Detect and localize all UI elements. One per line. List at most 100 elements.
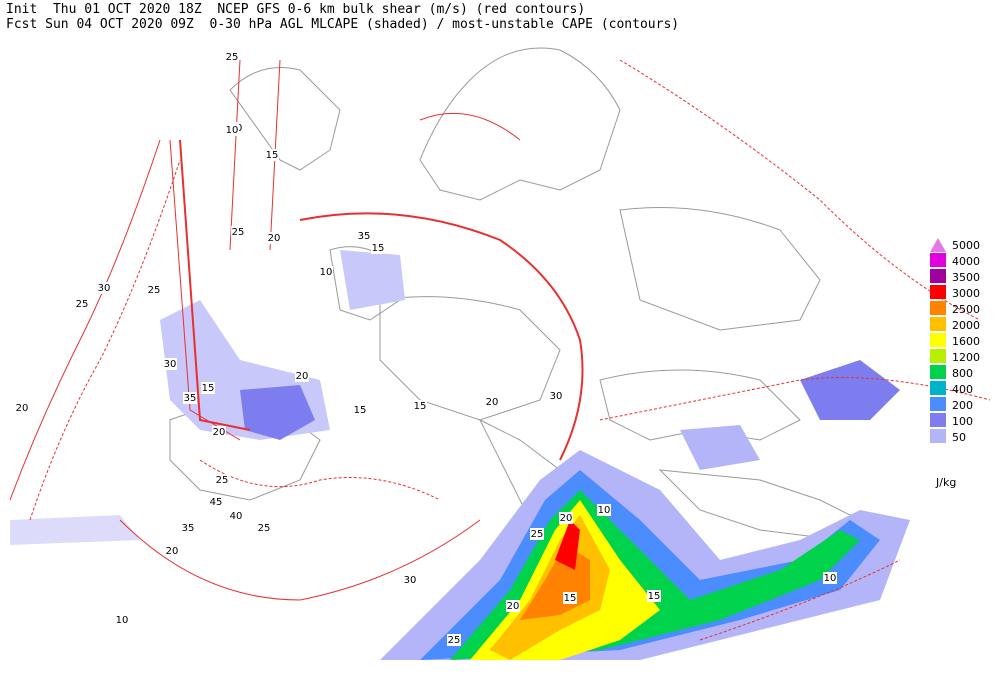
contour-label: 25 xyxy=(148,285,161,296)
contour-label-bg xyxy=(295,370,309,382)
contour-label-bg xyxy=(231,226,245,238)
contour-label-bg xyxy=(549,390,563,402)
contour-label-bg xyxy=(147,284,161,296)
legend-label: 800 xyxy=(952,367,973,380)
contour-label: 10 xyxy=(824,573,837,584)
contour-label: 10 xyxy=(320,267,333,278)
contour-label-bg xyxy=(265,149,279,161)
contour-label-bg xyxy=(353,404,367,416)
contour-label: 20 xyxy=(560,513,573,524)
contour-label-bg xyxy=(823,572,837,584)
land-outlines xyxy=(169,47,861,541)
legend-swatch xyxy=(930,397,946,411)
contour-label: 25 xyxy=(232,227,245,238)
legend-label: 3500 xyxy=(952,271,980,284)
contour-label-bg xyxy=(257,522,271,534)
contour-label-bg xyxy=(75,298,89,310)
legend: 5000 4000 3500 3000 2500 2000 1600 1200 800 400 20… xyxy=(930,238,980,489)
legend-swatch xyxy=(930,317,946,331)
legend-label: 2500 xyxy=(952,303,980,316)
contour-label: 20 xyxy=(507,601,520,612)
legend-swatch xyxy=(930,365,946,379)
contour-label-bg xyxy=(371,242,385,254)
contour-label-bg xyxy=(97,282,111,294)
legend-swatch xyxy=(930,381,946,395)
legend-swatch xyxy=(930,413,946,427)
contour-label: 10 xyxy=(598,505,611,516)
legend-label: 1200 xyxy=(952,351,980,364)
contour-label-bg xyxy=(165,545,179,557)
legend-label: 100 xyxy=(952,415,973,428)
contour-label: 20 xyxy=(16,403,29,414)
contour-label-bg xyxy=(215,474,229,486)
contour-label-bg xyxy=(357,230,371,242)
legend-label: 5000 xyxy=(952,239,980,252)
contour-label-bg xyxy=(506,600,520,612)
contour-label-bg xyxy=(485,396,499,408)
legend-unit: J/kg xyxy=(935,476,956,489)
contour-label: 30 xyxy=(550,391,563,402)
contour-label: 15 xyxy=(564,593,577,604)
legend-swatch xyxy=(930,285,946,299)
legend-label: 2000 xyxy=(952,319,980,332)
contour-label: 15 xyxy=(266,150,279,161)
contour-label-bg xyxy=(319,266,333,278)
contour-label: 10 xyxy=(116,615,129,626)
contour-label: 35 xyxy=(184,393,197,404)
contour-label-bg xyxy=(530,528,544,540)
legend-swatch xyxy=(930,301,946,315)
contour-label: 25 xyxy=(258,523,271,534)
contour-label: 30 xyxy=(164,359,177,370)
contour-label: 20 xyxy=(213,427,226,438)
contour-label: 45 xyxy=(210,497,223,508)
contour-label-bg xyxy=(209,496,223,508)
contour-label: 15 xyxy=(354,405,367,416)
contour-label-bg xyxy=(647,590,661,602)
contour-label-bg xyxy=(563,592,577,604)
contour-label: 25 xyxy=(216,475,229,486)
contour-label: 25 xyxy=(448,635,461,646)
contour-label: 20 xyxy=(268,233,281,244)
header-line: Init Thu 01 OCT 2020 18Z NCEP GFS 0-6 km… xyxy=(6,2,585,17)
contour-label: 30 xyxy=(98,283,111,294)
contour-label-bg xyxy=(183,392,197,404)
contour-label: 25 xyxy=(226,52,239,63)
contour-label: 25 xyxy=(531,529,544,540)
contour-label: 10 xyxy=(226,125,239,136)
header-line: Fcst Sun 04 OCT 2020 09Z 0-30 hPa AGL ML… xyxy=(6,17,679,32)
contour-label: 15 xyxy=(648,591,661,602)
contour-label: 35 xyxy=(358,231,371,242)
legend-swatch xyxy=(930,349,946,363)
contour-label: 20 xyxy=(296,371,309,382)
contour-label-bg xyxy=(597,504,611,516)
contour-label-bg xyxy=(225,124,239,136)
contour-label: 15 xyxy=(202,383,215,394)
contour-label-bg xyxy=(413,400,427,412)
cape-shading xyxy=(10,250,910,660)
legend-label: 3000 xyxy=(952,287,980,300)
contour-label-bg xyxy=(201,382,215,394)
legend-swatch xyxy=(930,429,946,443)
legend-label: 50 xyxy=(952,431,966,444)
contour-label-bg xyxy=(447,634,461,646)
legend-label: 200 xyxy=(952,399,973,412)
contour-label-bg xyxy=(115,614,129,626)
legend-label: 1600 xyxy=(952,335,980,348)
contour-label: 20 xyxy=(486,397,499,408)
contour-label-bg xyxy=(181,522,195,534)
legend-swatch xyxy=(930,333,946,347)
contour-label-bg xyxy=(229,510,243,522)
contour-label-bg xyxy=(559,512,573,524)
contour-label: 30 xyxy=(404,575,417,586)
contour-label: 40 xyxy=(230,511,243,522)
contour-label: 15 xyxy=(414,401,427,412)
contour-label-bg xyxy=(403,574,417,586)
contour-label-bg xyxy=(163,358,177,370)
legend-label: 400 xyxy=(952,383,973,396)
contour-label: 15 xyxy=(372,243,385,254)
legend-swatch xyxy=(930,253,946,267)
contour-label: 20 xyxy=(166,546,179,557)
contour-label-bg xyxy=(267,232,281,244)
contour-label: 35 xyxy=(182,523,195,534)
